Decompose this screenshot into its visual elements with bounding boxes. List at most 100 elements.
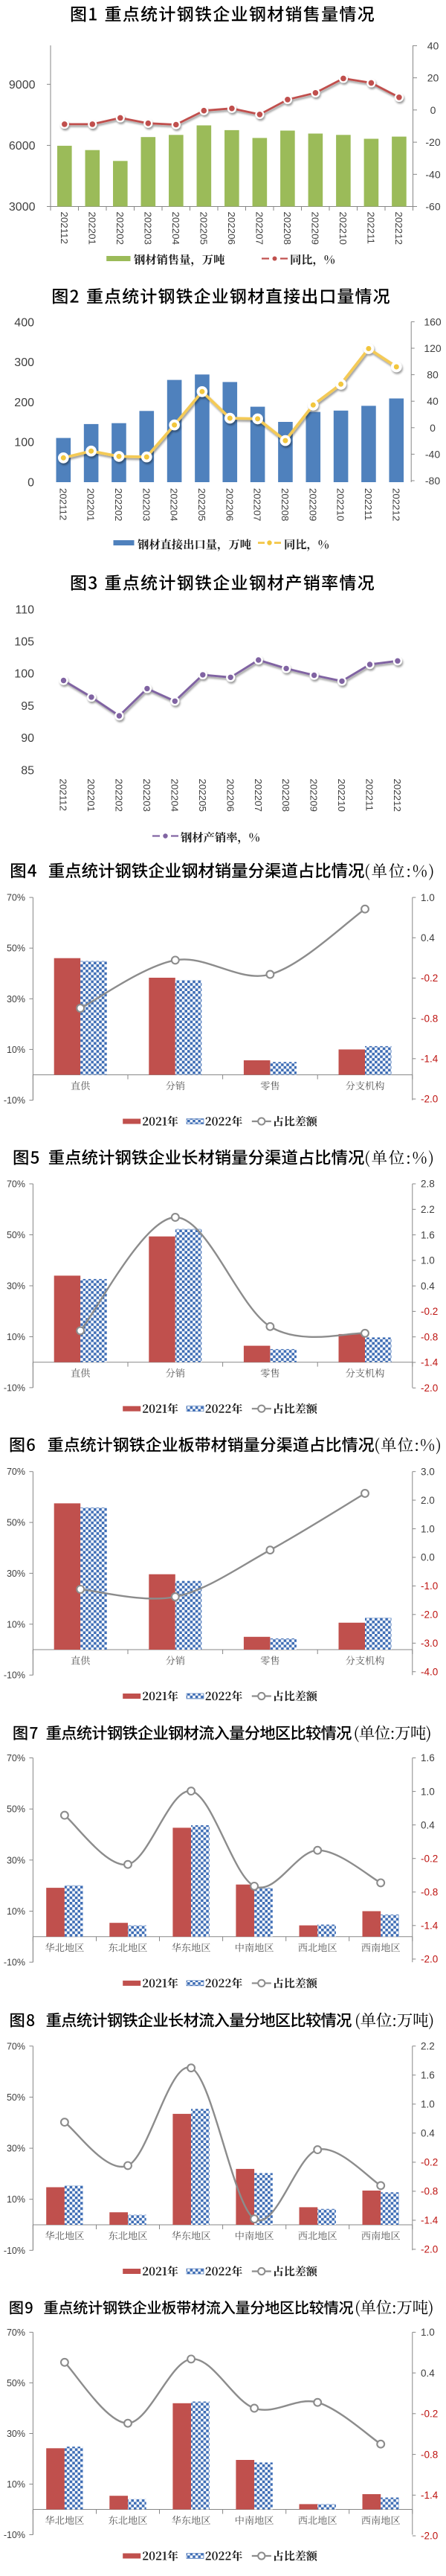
svg-text:202205: 202205: [198, 212, 209, 245]
svg-text:70%: 70%: [7, 1753, 25, 1763]
svg-text:0.0: 0.0: [421, 1552, 435, 1563]
svg-text:70%: 70%: [7, 1179, 25, 1190]
svg-text:202112: 202112: [57, 488, 68, 520]
svg-text:300: 300: [14, 356, 34, 369]
svg-text:30%: 30%: [7, 2429, 25, 2439]
svg-text:202207: 202207: [253, 779, 264, 812]
svg-text:50%: 50%: [7, 1518, 25, 1528]
svg-text:202204: 202204: [170, 212, 181, 245]
svg-text:202210: 202210: [336, 779, 347, 812]
svg-text:202205: 202205: [197, 779, 208, 812]
svg-text:0.4: 0.4: [421, 1281, 435, 1292]
svg-text:-1.0: -1.0: [421, 1580, 438, 1592]
svg-text:160: 160: [424, 315, 442, 327]
svg-text:202202: 202202: [113, 488, 124, 521]
svg-text:-0.8: -0.8: [421, 1887, 438, 1898]
svg-text:90: 90: [21, 732, 34, 745]
svg-text:-10%: -10%: [4, 2530, 25, 2540]
svg-text:202204: 202204: [169, 488, 180, 521]
svg-text:202207: 202207: [252, 488, 263, 521]
svg-text:-1.4: -1.4: [421, 1920, 439, 1932]
svg-text:10%: 10%: [7, 1045, 25, 1055]
svg-text:202206: 202206: [224, 488, 235, 521]
svg-text:0: 0: [28, 477, 34, 490]
svg-text:-0.8: -0.8: [421, 1331, 438, 1342]
svg-text:0: 0: [430, 422, 436, 434]
svg-text:-1.4: -1.4: [421, 1054, 439, 1065]
svg-text:200: 200: [14, 397, 34, 409]
svg-text:-0.2: -0.2: [421, 973, 438, 984]
svg-text:202211: 202211: [366, 212, 377, 244]
svg-text:202208: 202208: [282, 212, 293, 245]
svg-text:70%: 70%: [7, 2041, 25, 2051]
svg-text:1.0: 1.0: [421, 892, 435, 903]
svg-text:1.0: 1.0: [421, 1255, 435, 1266]
svg-text:2.8: 2.8: [421, 1179, 435, 1190]
svg-text:1.0: 1.0: [421, 2327, 435, 2338]
svg-text:50%: 50%: [7, 1230, 25, 1240]
svg-text:-2.0: -2.0: [421, 1609, 438, 1621]
svg-text:202112: 202112: [58, 779, 69, 811]
svg-text:70%: 70%: [7, 893, 25, 903]
svg-text:-2.0: -2.0: [421, 1954, 438, 1965]
svg-text:70%: 70%: [7, 1467, 25, 1477]
svg-text:50%: 50%: [7, 1804, 25, 1815]
svg-text:-0.2: -0.2: [421, 1853, 438, 1864]
svg-text:95: 95: [21, 700, 34, 713]
svg-text:202201: 202201: [85, 779, 97, 812]
svg-text:80: 80: [427, 369, 439, 381]
svg-text:-0.8: -0.8: [421, 1013, 438, 1024]
svg-text:-3.0: -3.0: [421, 1638, 438, 1649]
svg-text:1.6: 1.6: [421, 1229, 435, 1240]
svg-text:100: 100: [14, 668, 34, 681]
svg-text:20: 20: [427, 72, 439, 84]
svg-text:202204: 202204: [169, 779, 180, 812]
svg-text:202203: 202203: [142, 212, 153, 245]
svg-text:202208: 202208: [279, 488, 291, 521]
svg-text:50%: 50%: [7, 2378, 25, 2388]
svg-text:-2.0: -2.0: [421, 2531, 438, 2542]
svg-text:-1.4: -1.4: [421, 1357, 439, 1368]
svg-text:-60: -60: [425, 201, 440, 213]
svg-text:202202: 202202: [114, 212, 126, 245]
svg-text:202209: 202209: [308, 779, 320, 812]
svg-text:3.0: 3.0: [421, 1466, 435, 1477]
svg-text:70%: 70%: [7, 2327, 25, 2338]
svg-text:100: 100: [14, 437, 34, 449]
svg-text:-4.0: -4.0: [421, 1666, 438, 1677]
svg-text:-10%: -10%: [4, 1095, 25, 1106]
svg-text:105: 105: [14, 636, 34, 649]
svg-text:-10%: -10%: [4, 2246, 25, 2256]
svg-text:-10%: -10%: [4, 1670, 25, 1681]
svg-text:30%: 30%: [7, 1569, 25, 1579]
svg-text:40: 40: [427, 395, 439, 407]
svg-text:-2.0: -2.0: [421, 2244, 438, 2255]
svg-text:-1.4: -1.4: [421, 2215, 439, 2226]
svg-text:2.2: 2.2: [421, 1204, 435, 1215]
svg-text:202209: 202209: [310, 212, 321, 245]
svg-text:30%: 30%: [7, 994, 25, 1005]
svg-text:202211: 202211: [364, 779, 375, 811]
svg-text:202201: 202201: [86, 212, 97, 245]
svg-text:-0.2: -0.2: [421, 2157, 438, 2168]
svg-text:10%: 10%: [7, 2479, 25, 2490]
svg-text:-20: -20: [425, 136, 440, 148]
svg-text:-2.0: -2.0: [421, 1382, 438, 1394]
svg-text:0.4: 0.4: [421, 1819, 435, 1830]
svg-text:-0.2: -0.2: [421, 2409, 438, 2420]
svg-text:202202: 202202: [114, 779, 125, 812]
svg-text:202206: 202206: [226, 212, 237, 245]
svg-text:2.2: 2.2: [421, 2041, 435, 2052]
svg-text:-2.0: -2.0: [421, 1094, 438, 1105]
svg-text:9000: 9000: [9, 79, 36, 92]
svg-text:40: 40: [427, 39, 439, 51]
svg-text:-0.2: -0.2: [421, 1306, 438, 1317]
svg-text:202210: 202210: [335, 488, 346, 521]
svg-text:30%: 30%: [7, 2144, 25, 2154]
svg-text:1.6: 1.6: [421, 1752, 435, 1763]
svg-text:202212: 202212: [392, 779, 403, 812]
svg-text:-40: -40: [425, 168, 440, 180]
svg-text:10%: 10%: [7, 2194, 25, 2205]
svg-text:202209: 202209: [307, 488, 318, 521]
svg-text:0: 0: [430, 104, 436, 116]
